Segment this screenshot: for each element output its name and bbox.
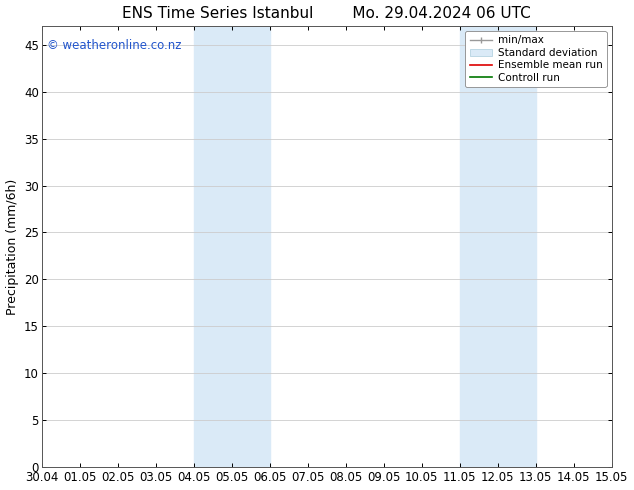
Title: ENS Time Series Istanbul        Mo. 29.04.2024 06 UTC: ENS Time Series Istanbul Mo. 29.04.2024 … [122, 5, 531, 21]
Bar [232, 26, 269, 467]
Y-axis label: Precipitation (mm/6h): Precipitation (mm/6h) [6, 178, 18, 315]
Legend: min/max, Standard deviation, Ensemble mean run, Controll run: min/max, Standard deviation, Ensemble me… [465, 31, 607, 87]
Text: © weatheronline.co.nz: © weatheronline.co.nz [48, 39, 182, 52]
Bar [498, 26, 536, 467]
Bar [460, 26, 498, 467]
Bar [194, 26, 232, 467]
